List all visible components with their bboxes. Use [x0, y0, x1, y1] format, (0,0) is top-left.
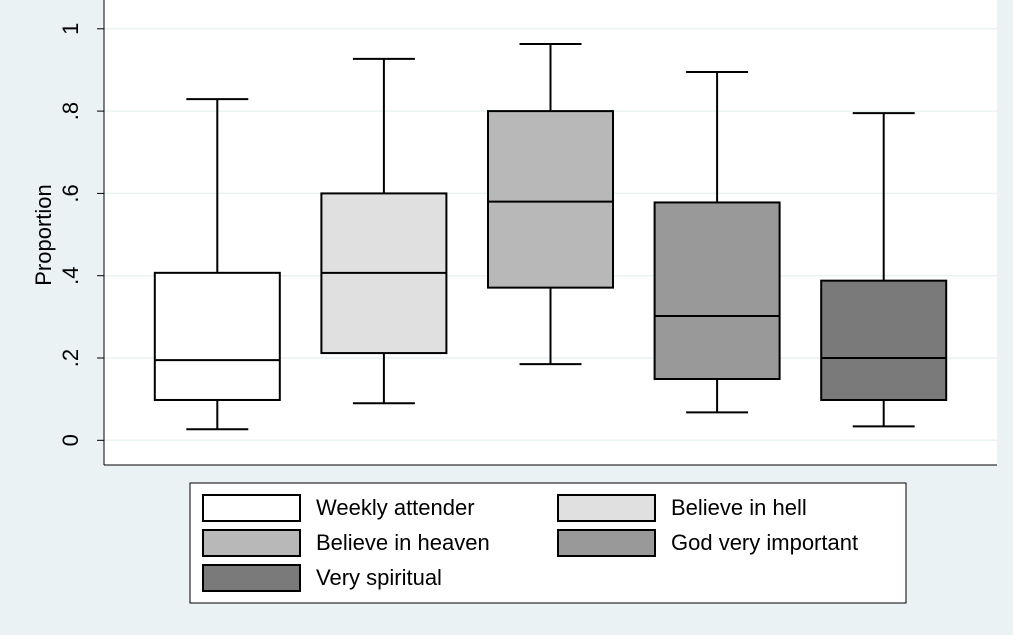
y-tick-label: .6 — [58, 184, 83, 202]
y-axis-label: Proportion — [31, 184, 56, 286]
y-tick-label: 1 — [58, 23, 83, 35]
legend-label: God very important — [671, 530, 858, 555]
y-tick-label: .8 — [58, 102, 83, 120]
box — [820, 279, 948, 401]
legend-label: Believe in heaven — [316, 530, 490, 555]
y-tick-label: 0 — [58, 434, 83, 446]
legend-label: Weekly attender — [316, 495, 475, 520]
legend-swatch — [202, 494, 301, 522]
legend-swatch — [557, 529, 656, 557]
box — [487, 110, 614, 289]
legend-swatch — [202, 564, 301, 592]
box — [653, 201, 781, 380]
legend-swatch — [202, 529, 301, 557]
y-tick-label: .4 — [58, 267, 83, 285]
legend-label: Very spiritual — [316, 565, 442, 590]
legend — [189, 482, 907, 604]
box — [153, 271, 281, 401]
legend-label: Believe in hell — [671, 495, 807, 520]
y-tick-label: .2 — [58, 349, 83, 367]
legend-swatch — [557, 494, 656, 522]
